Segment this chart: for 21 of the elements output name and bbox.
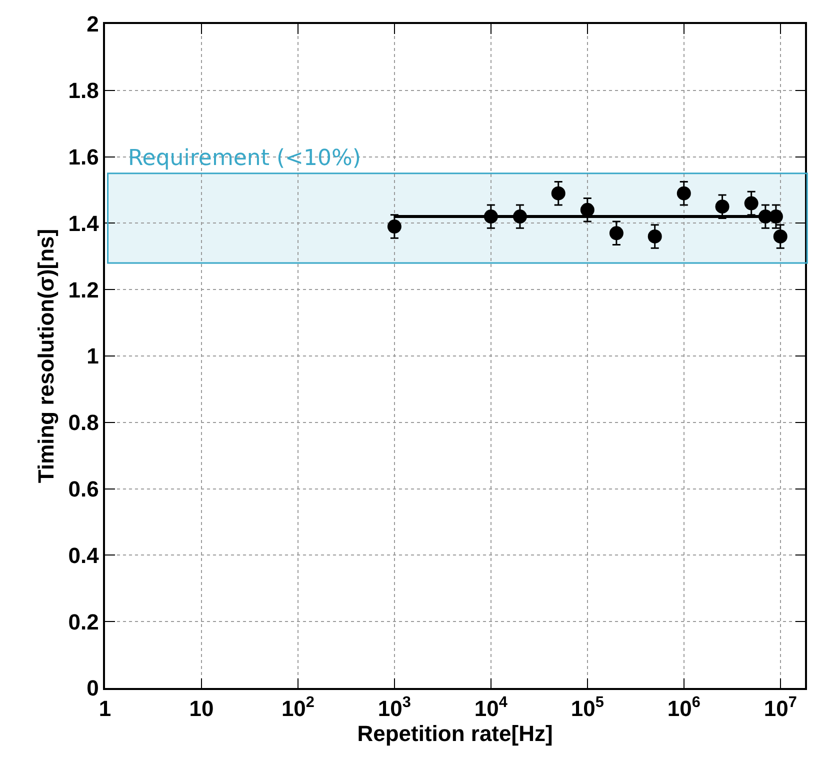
x-tick-label: 10$^{6}$ [667,694,700,722]
x-tick-label: 10$^{5}$ [570,694,604,722]
x-tick-label: 10$^{7}$ [764,694,797,722]
y-tick-label: 1.8 [68,78,99,104]
x-tick-label: 10$^{2}$ [281,694,314,722]
y-tick-label: 1.2 [68,277,99,302]
y-tick-label: 0.6 [68,476,99,502]
x-tick-label: 10$^{4}$ [474,694,508,722]
x-axis-title: Repetition rate[Hz] [357,721,553,746]
y-tick-label: 1.4 [68,210,100,236]
y-tick-label: 1.6 [68,144,99,170]
x-tick-label: 10 [189,696,214,722]
y-axis-title: Timing resolution(σ)[ns] [34,228,59,484]
x-tick-label: 10$^{3}$ [378,694,411,722]
y-tick-label: 0.2 [68,609,99,634]
y-tick-label: 1 [86,344,99,369]
y-tick-label: 0.4 [68,542,100,568]
y-tick-label: 0.8 [68,410,99,436]
band-label: Requirement (<10%) [128,146,361,171]
y-tick-label: 2 [86,12,99,37]
y-tick-label: 0 [86,676,99,701]
